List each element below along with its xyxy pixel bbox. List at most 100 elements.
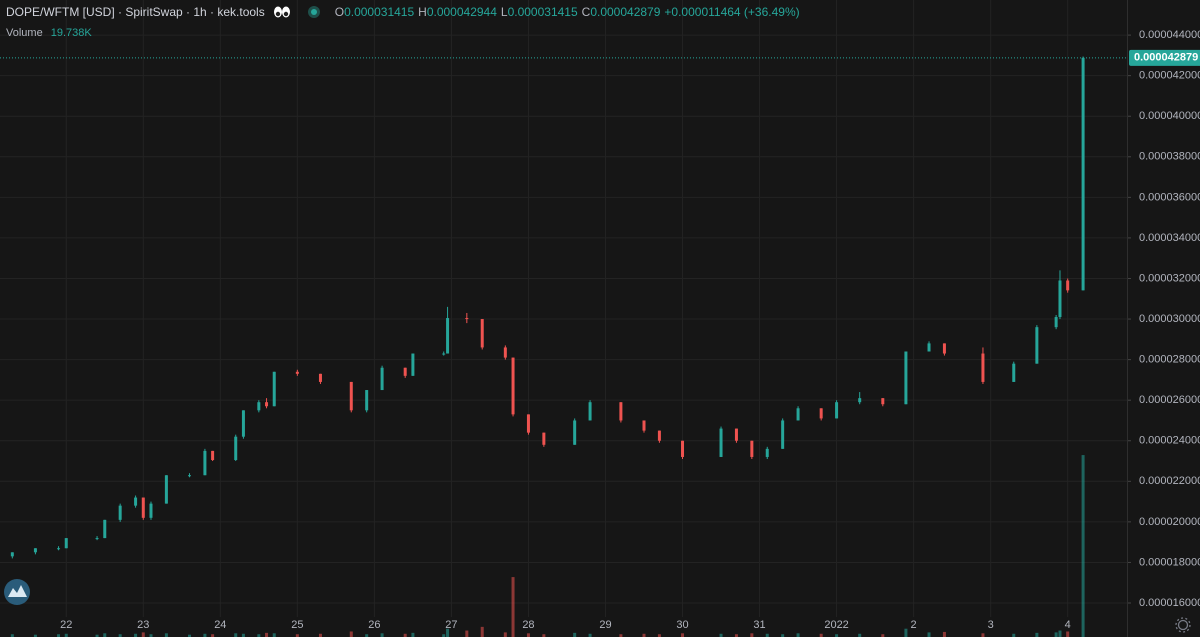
last-price-tag bbox=[1129, 49, 1200, 66]
candle-body bbox=[942, 343, 946, 354]
volume-bar bbox=[265, 632, 269, 637]
volume-bar bbox=[819, 633, 823, 637]
low-value: 0.000031415 bbox=[507, 5, 578, 19]
volume-bar bbox=[295, 634, 299, 637]
y-tick-label: 0.0000340000 bbox=[1139, 232, 1200, 244]
volume-bar bbox=[981, 633, 985, 637]
settings-icon[interactable] bbox=[1175, 617, 1191, 633]
volume-bar bbox=[526, 633, 530, 637]
volume-bar bbox=[573, 632, 577, 637]
volume-bar bbox=[257, 634, 261, 637]
candle-body bbox=[188, 475, 192, 477]
volume-bar bbox=[927, 632, 931, 637]
candle-body bbox=[511, 357, 515, 415]
volume-value: 19.738K bbox=[50, 27, 92, 39]
candle-body bbox=[588, 402, 592, 421]
candle-body bbox=[64, 538, 68, 549]
change-value: +0.000011464 (+36.49%) bbox=[664, 5, 800, 19]
y-tick-label: 0.0000280000 bbox=[1139, 354, 1200, 366]
y-tick-label: 0.0000300000 bbox=[1139, 313, 1200, 325]
status-dot bbox=[307, 6, 320, 18]
candle-body bbox=[234, 436, 238, 461]
volume-label: Volume bbox=[6, 27, 43, 39]
volume-bar bbox=[403, 633, 407, 637]
candle-body bbox=[141, 497, 145, 518]
x-tick-label: 26 bbox=[368, 619, 380, 631]
candle-body bbox=[95, 538, 99, 540]
volume-bar bbox=[719, 633, 723, 637]
y-tick-label: 0.0000360000 bbox=[1139, 191, 1200, 203]
candle-body bbox=[1066, 280, 1070, 291]
volume-bar bbox=[272, 633, 276, 637]
x-tick-label: 29 bbox=[599, 619, 611, 631]
candle-body bbox=[619, 402, 623, 421]
candle-body bbox=[927, 343, 931, 352]
candle-body bbox=[349, 381, 353, 411]
candle-body bbox=[1054, 317, 1058, 328]
volume-bar bbox=[164, 633, 168, 637]
volume-bar bbox=[1012, 633, 1016, 637]
volume-bar bbox=[64, 633, 68, 637]
logo bbox=[4, 579, 30, 605]
candle-body bbox=[203, 450, 207, 476]
volume-bar bbox=[480, 626, 484, 637]
candle-body bbox=[411, 353, 415, 376]
volume-bar bbox=[33, 634, 37, 637]
candle-body bbox=[57, 548, 61, 550]
candle-body bbox=[134, 497, 138, 506]
volume-bar bbox=[881, 634, 885, 637]
candle-body bbox=[573, 420, 577, 445]
volume-bar bbox=[1035, 632, 1039, 637]
candle-body bbox=[681, 440, 685, 457]
open-label: O bbox=[334, 5, 345, 19]
grid bbox=[0, 0, 1127, 617]
candle-body bbox=[164, 475, 168, 504]
y-tick-label: 0.0000320000 bbox=[1139, 272, 1200, 284]
volume-bar bbox=[365, 634, 369, 637]
volume-bar bbox=[95, 634, 99, 637]
volume-bar bbox=[446, 628, 450, 637]
high-label: H bbox=[418, 5, 427, 19]
symbol-title: DOPE/WFTM [USD] · SpiritSwap · 1h · kek.… bbox=[6, 5, 265, 19]
volume-bar bbox=[734, 634, 738, 637]
volume-bar bbox=[796, 633, 800, 637]
candle-body bbox=[526, 414, 530, 433]
candle-body bbox=[380, 367, 384, 391]
candle-body bbox=[542, 432, 546, 445]
x-tick-label: 25 bbox=[291, 619, 303, 631]
candle-body bbox=[241, 410, 245, 437]
volume-bar bbox=[511, 577, 515, 637]
candle-body bbox=[442, 353, 446, 355]
close-value: 0.000042879 bbox=[590, 5, 661, 19]
volume-bar bbox=[211, 634, 215, 637]
volume-bar bbox=[1058, 630, 1062, 637]
y-tick-label: 0.0000180000 bbox=[1139, 556, 1200, 568]
header: DOPE/WFTM [USD] · SpiritSwap · 1h · kek.… bbox=[6, 5, 804, 19]
volume-bar bbox=[942, 631, 946, 637]
volume-bar bbox=[1054, 632, 1058, 637]
volume-bar bbox=[234, 633, 238, 637]
volume-bar bbox=[904, 628, 908, 637]
x-tick-label: 2022 bbox=[824, 619, 848, 631]
y-tick-label: 0.0000240000 bbox=[1139, 435, 1200, 447]
candle-body bbox=[881, 398, 885, 405]
y-tick-label: 0.0000260000 bbox=[1139, 394, 1200, 406]
candle-body bbox=[1081, 57, 1085, 291]
candle-body bbox=[765, 448, 769, 457]
volume-bar bbox=[750, 633, 754, 637]
volume-bar bbox=[10, 634, 14, 637]
volume-bar bbox=[858, 633, 862, 637]
candle-body bbox=[1035, 327, 1039, 364]
volume-bar bbox=[465, 630, 469, 637]
volume-legend: Volume 19.738K bbox=[6, 27, 92, 39]
candle-body bbox=[480, 319, 484, 348]
volume-bar bbox=[765, 633, 769, 637]
eyes-icon bbox=[273, 6, 290, 18]
volume-bar bbox=[380, 633, 384, 637]
low-label: L bbox=[500, 5, 508, 19]
volume-bar bbox=[1081, 455, 1085, 637]
candle-body bbox=[257, 402, 261, 411]
